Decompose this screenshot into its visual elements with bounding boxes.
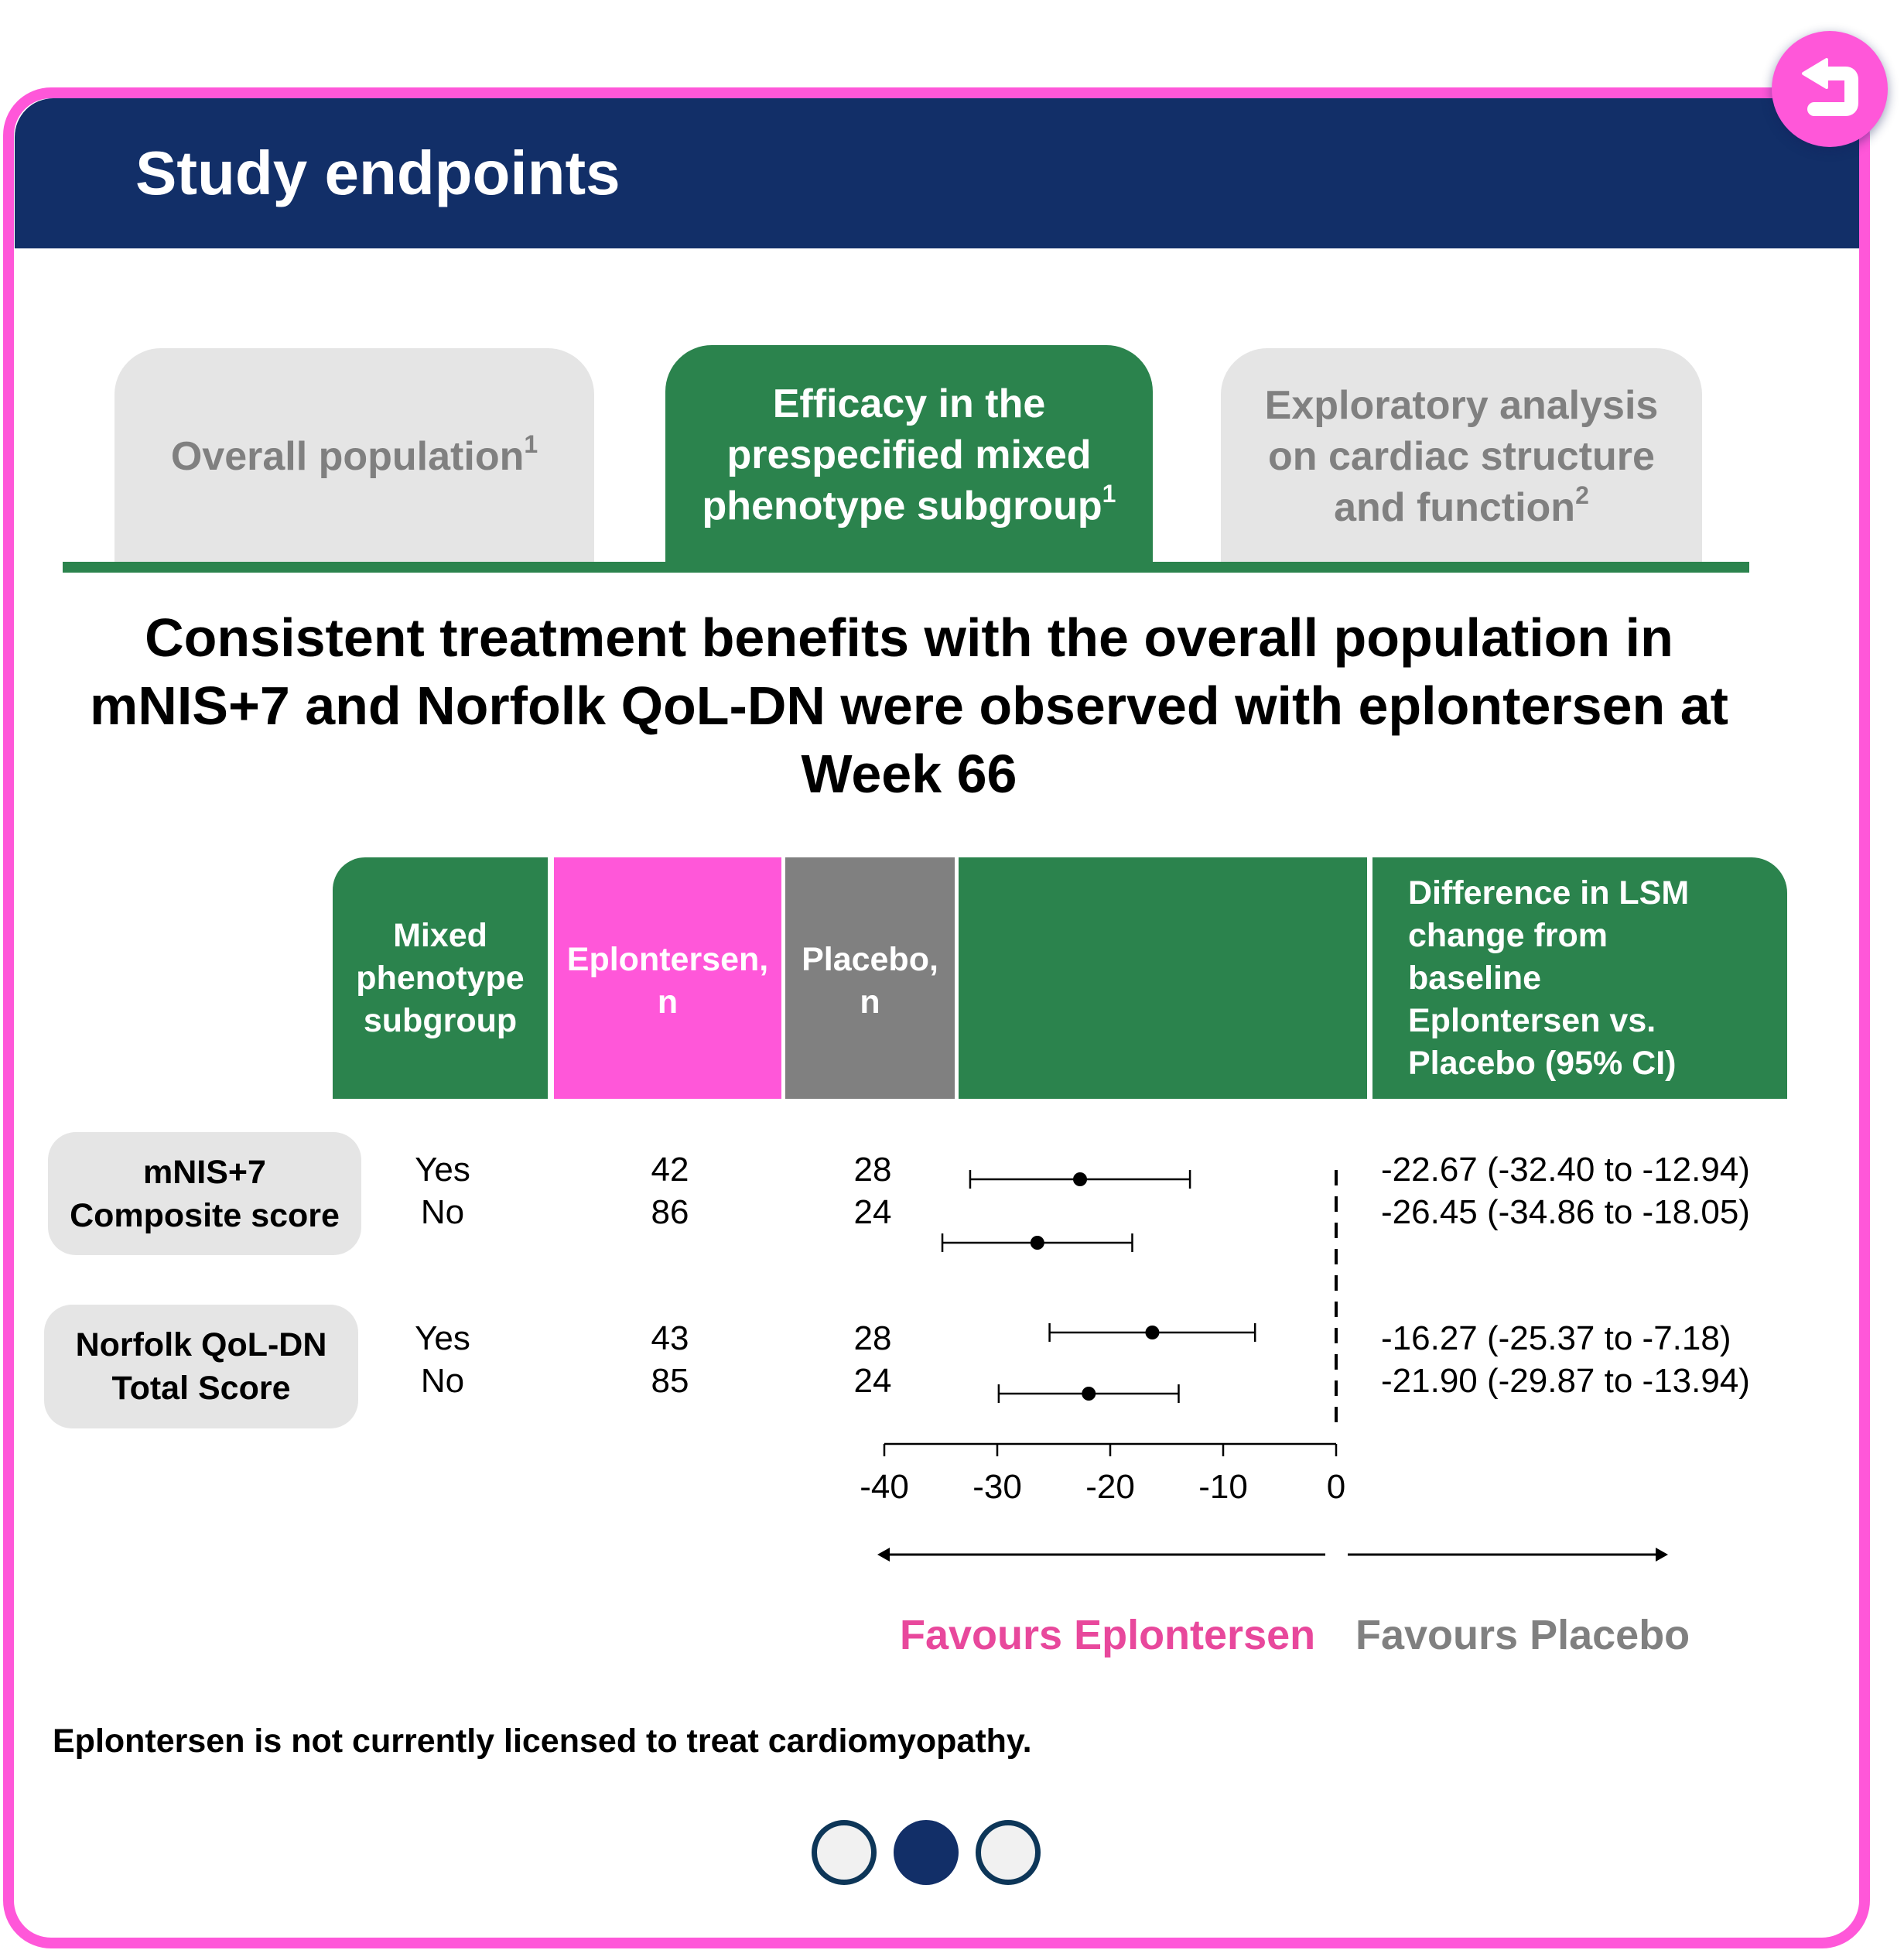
cell-eplontersen-n: 86: [651, 1193, 689, 1231]
forest-plot: -40 -30 -20 -10 0: [860, 1170, 1668, 1562]
arrow-left-icon: [877, 1548, 890, 1562]
cell-eplontersen-n: 42: [651, 1151, 689, 1189]
x-tick-label: -30: [973, 1468, 1022, 1506]
header-subgroup: Mixed phenotype subgroup: [333, 857, 548, 1099]
return-arrow-icon: [1802, 58, 1858, 116]
group-label-mnis7: mNIS+7 Composite score: [48, 1132, 361, 1255]
cell-placebo-n: 24: [853, 1193, 892, 1231]
cell-placebo-n: 28: [853, 1151, 892, 1189]
tab-underline: [63, 562, 1749, 573]
cell-subgroup: Yes: [415, 1151, 470, 1189]
footnote: Eplontersen is not currently licensed to…: [53, 1722, 1032, 1760]
point-estimate: [1082, 1387, 1096, 1401]
x-tick-label: -10: [1198, 1468, 1248, 1506]
cell-ci: -21.90 (-29.87 to -13.94): [1381, 1362, 1750, 1400]
page-title: Study endpoints: [135, 139, 620, 207]
tab-label: Exploratory analysis on cardiac structur…: [1264, 383, 1659, 530]
cell-eplontersen-n: 43: [651, 1319, 689, 1357]
header-plot: [959, 857, 1367, 1099]
back-button[interactable]: [1772, 31, 1888, 147]
header-difference: Difference in LSM change from baseline E…: [1372, 857, 1787, 1099]
group-label-norfolk-qol-dn: Norfolk QoL-DN Total Score: [44, 1305, 358, 1428]
favours-placebo-label: Favours Placebo: [1355, 1612, 1690, 1658]
tab-label: Overall population1: [170, 430, 538, 479]
cell-subgroup: No: [420, 1362, 465, 1400]
point-estimate: [1145, 1326, 1160, 1339]
pagination-dot-3[interactable]: [976, 1820, 1041, 1885]
cell-ci: -16.27 (-25.37 to -7.18): [1381, 1319, 1731, 1357]
header-placebo-n: Placebo, n: [785, 857, 955, 1099]
point-estimate: [1073, 1172, 1088, 1186]
tab-overall-population[interactable]: Overall population1: [115, 348, 594, 565]
x-tick-label: -40: [860, 1468, 909, 1506]
header-bar: [15, 98, 1859, 248]
x-tick-label: 0: [1327, 1468, 1345, 1506]
arrow-right-icon: [1656, 1548, 1668, 1562]
tab-cardiac-structure-function[interactable]: Exploratory analysis on cardiac structur…: [1221, 348, 1702, 565]
point-estimate: [1030, 1236, 1044, 1250]
tab-mixed-phenotype-subgroup[interactable]: Efficacy in the prespecified mixed pheno…: [665, 345, 1153, 565]
pagination-dot-1[interactable]: [812, 1820, 877, 1885]
cell-ci: -22.67 (-32.40 to -12.94): [1381, 1151, 1750, 1189]
x-tick-label: -20: [1085, 1468, 1135, 1506]
cell-subgroup: Yes: [415, 1319, 470, 1357]
favours-eplontersen-label: Favours Eplontersen: [900, 1612, 1316, 1658]
cell-eplontersen-n: 85: [651, 1362, 689, 1400]
pagination-dot-2[interactable]: [894, 1820, 959, 1885]
cell-placebo-n: 24: [853, 1362, 892, 1400]
header-eplontersen-n: Eplontersen, n: [554, 857, 781, 1099]
section-headline: Consistent treatment benefits with the o…: [90, 607, 1728, 804]
cell-subgroup: No: [420, 1193, 465, 1231]
cell-placebo-n: 28: [853, 1319, 892, 1357]
tab-label: Efficacy in the prespecified mixed pheno…: [702, 381, 1116, 529]
cell-ci: -26.45 (-34.86 to -18.05): [1381, 1193, 1750, 1231]
